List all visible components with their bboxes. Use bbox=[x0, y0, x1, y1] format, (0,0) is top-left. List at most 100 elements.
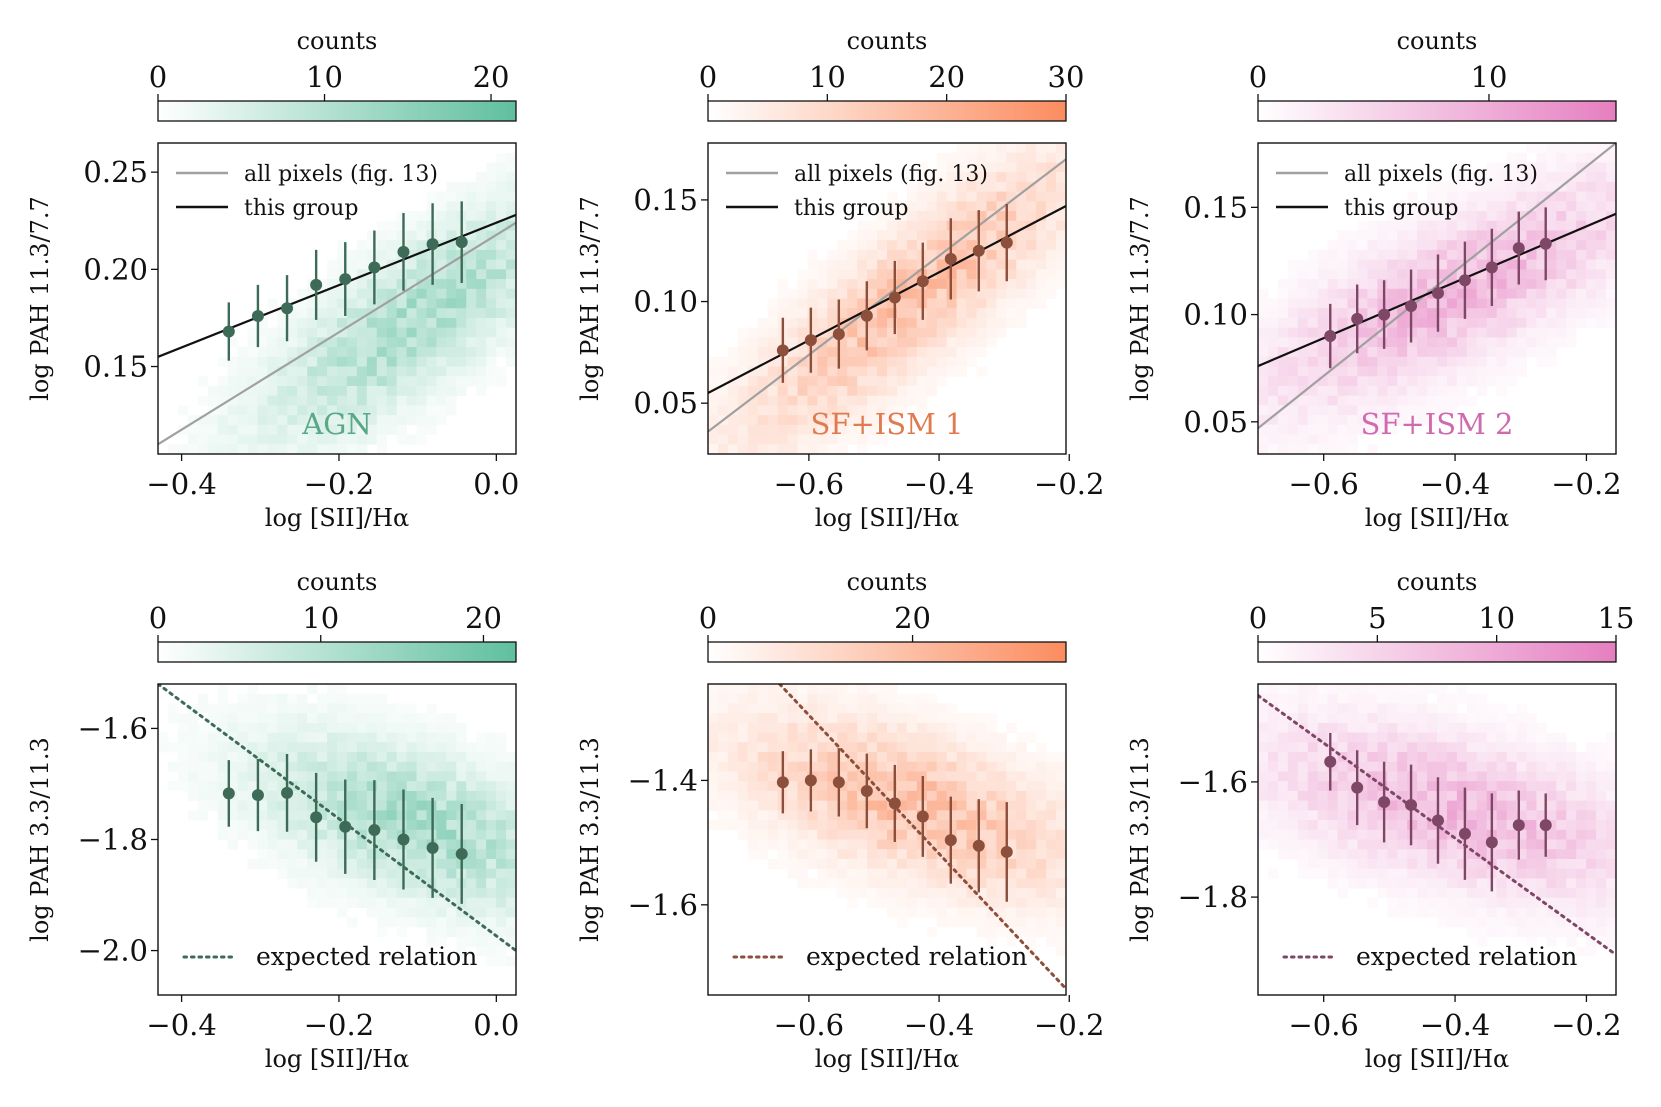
x-axis-label: log [SII]/Hα bbox=[265, 1045, 409, 1073]
x-tick-label: −0.4 bbox=[146, 467, 216, 501]
density-histogram bbox=[158, 684, 516, 967]
plot-frame bbox=[1257, 683, 1617, 996]
colorbar-tick-label: 0 bbox=[149, 60, 167, 94]
colorbar bbox=[1257, 100, 1617, 122]
data-point bbox=[251, 309, 264, 322]
data-point bbox=[776, 776, 789, 789]
data-point bbox=[426, 841, 439, 854]
y-axis-label: log PAH 3.3/11.3 bbox=[576, 737, 604, 942]
x-tick-label: −0.2 bbox=[304, 467, 374, 501]
colorbar-tick-label: 20 bbox=[473, 60, 510, 94]
x-tick-label: −0.4 bbox=[1420, 467, 1490, 501]
colorbar-label: counts bbox=[297, 27, 378, 55]
colorbar-tick-label: 10 bbox=[1478, 601, 1515, 635]
colorbar-tick-label: 20 bbox=[928, 60, 965, 94]
y-tick-label: 0.05 bbox=[633, 386, 698, 420]
colorbar-tick-label: 10 bbox=[809, 60, 846, 94]
x-axis-label: log [SII]/Hα bbox=[265, 504, 409, 532]
colorbar-label: counts bbox=[847, 568, 928, 596]
y-axis-label: log PAH 11.3/7.7 bbox=[26, 196, 54, 401]
data-point bbox=[1351, 312, 1364, 325]
y-tick-label: −1.4 bbox=[628, 763, 698, 797]
data-point bbox=[1458, 827, 1471, 840]
data-point bbox=[944, 252, 957, 265]
data-point bbox=[251, 789, 264, 802]
plot-frame bbox=[707, 142, 1067, 455]
data-point bbox=[222, 787, 235, 800]
y-tick-label: 0.15 bbox=[83, 350, 148, 384]
data-point bbox=[1485, 836, 1498, 849]
colorbar bbox=[157, 641, 517, 663]
colorbar-tick-label: 0 bbox=[1249, 60, 1267, 94]
data-point bbox=[426, 238, 439, 251]
legend: all pixels (fig. 13) this group bbox=[726, 162, 988, 221]
data-point bbox=[310, 278, 323, 291]
colorbar-tick-label: 0 bbox=[699, 601, 717, 635]
colorbar-tick-label: 5 bbox=[1368, 601, 1386, 635]
legend: expected relation bbox=[182, 942, 477, 971]
data-point bbox=[944, 834, 957, 847]
data-point bbox=[972, 839, 985, 852]
data-point bbox=[1431, 814, 1444, 827]
y-axis-label: log PAH 11.3/7.7 bbox=[576, 196, 604, 401]
colorbar-label: counts bbox=[847, 27, 928, 55]
x-tick-label: −0.2 bbox=[1551, 467, 1621, 501]
data-point bbox=[1324, 755, 1337, 768]
x-tick-label: −0.4 bbox=[904, 467, 974, 501]
colorbar bbox=[1257, 641, 1617, 663]
panel-sf2_top: −0.6 −0.4 −0.2 0.05 0.10 0.15 log [SII]/Hα log … bbox=[1126, 27, 1622, 532]
y-tick-label: −1.8 bbox=[78, 823, 148, 857]
data-point bbox=[832, 776, 845, 789]
data-point bbox=[1351, 781, 1364, 794]
colorbar-label: counts bbox=[1397, 27, 1478, 55]
data-point bbox=[888, 291, 901, 304]
x-axis-label: log [SII]/Hα bbox=[815, 504, 959, 532]
panel-sf1_top: −0.6 −0.4 −0.2 0.05 0.10 0.15 log [SII]/Hα log … bbox=[576, 27, 1104, 532]
data-point bbox=[1512, 819, 1525, 832]
data-point bbox=[339, 820, 352, 833]
legend-this-group-label: this group bbox=[244, 196, 358, 221]
data-point bbox=[397, 245, 410, 258]
x-tick-label: −0.6 bbox=[774, 467, 844, 501]
x-tick-label: −0.6 bbox=[1288, 467, 1358, 501]
y-tick-label: −1.6 bbox=[1178, 765, 1248, 799]
legend-expected-label: expected relation bbox=[256, 942, 477, 971]
x-axis-label: log [SII]/Hα bbox=[1365, 504, 1509, 532]
data-point bbox=[1405, 300, 1418, 313]
colorbar bbox=[707, 100, 1067, 122]
panel-agn_bottom: −0.4 −0.2 0.0 −2.0 −1.8 −1.6 log [SII]/Hα log P… bbox=[26, 568, 519, 1073]
data-point bbox=[1000, 236, 1013, 249]
colorbar-tick-label: 10 bbox=[306, 60, 343, 94]
colorbar-tick-label: 0 bbox=[149, 601, 167, 635]
data-point bbox=[804, 334, 817, 347]
data-point bbox=[1000, 845, 1013, 858]
legend-expected-label: expected relation bbox=[806, 942, 1027, 971]
data-point bbox=[832, 328, 845, 341]
data-point bbox=[1485, 261, 1498, 274]
panel-sf1_bottom: −0.6 −0.4 −0.2 −1.6 −1.4 log [SII]/Hα log PAH … bbox=[576, 568, 1104, 1073]
y-tick-label: 0.25 bbox=[83, 155, 148, 189]
data-point bbox=[1512, 242, 1525, 255]
data-point bbox=[310, 811, 323, 824]
y-tick-label: −1.6 bbox=[628, 888, 698, 922]
density-histogram bbox=[1258, 143, 1616, 454]
group-label: SF+ISM 2 bbox=[1361, 407, 1514, 441]
data-point bbox=[397, 833, 410, 846]
colorbar-tick-label: 20 bbox=[894, 601, 931, 635]
data-point bbox=[972, 244, 985, 257]
expected-relation-line bbox=[158, 684, 516, 953]
x-tick-label: −0.4 bbox=[904, 1008, 974, 1042]
plot-frame bbox=[707, 683, 1067, 996]
data-point bbox=[1378, 796, 1391, 809]
data-point bbox=[860, 309, 873, 322]
colorbar-tick-label: 15 bbox=[1598, 601, 1635, 635]
data-point bbox=[804, 774, 817, 787]
group-label: AGN bbox=[301, 407, 371, 441]
x-tick-label: −0.6 bbox=[1288, 1008, 1358, 1042]
data-point bbox=[1378, 308, 1391, 321]
group-fit-line bbox=[158, 213, 516, 358]
x-axis-label: log [SII]/Hα bbox=[815, 1045, 959, 1073]
legend-all-pixels-label: all pixels (fig. 13) bbox=[1344, 162, 1538, 187]
y-axis-label: log PAH 11.3/7.7 bbox=[1126, 196, 1154, 401]
